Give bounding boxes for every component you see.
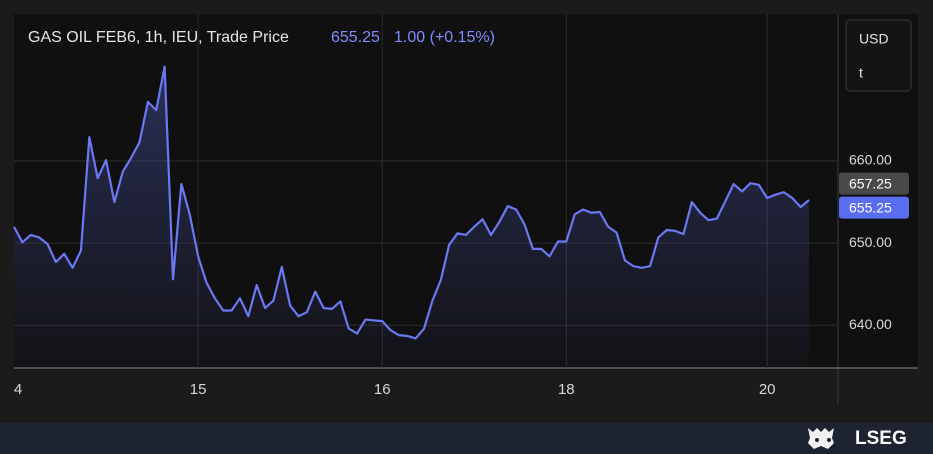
marks: 640.00 650.00 660.00 4 15 16 18 20 657.25 655.25 xyxy=(13,14,909,398)
y-tick-label: 650.00 xyxy=(849,234,892,250)
y-tick-label: 640.00 xyxy=(849,316,892,332)
price-change: 1.00 (+0.15%) xyxy=(394,29,495,46)
x-tick-label: 15 xyxy=(190,381,207,398)
y-tick-label: 660.00 xyxy=(849,152,892,168)
price-line xyxy=(13,65,810,340)
brand: LSEG xyxy=(855,428,907,449)
area xyxy=(14,66,809,368)
x-tick-label: 20 xyxy=(759,381,776,398)
currency: USD xyxy=(859,31,889,47)
currency-box[interactable] xyxy=(845,19,912,92)
last-price: 655.25 xyxy=(331,29,380,46)
price-marker xyxy=(839,196,909,219)
x-tick-label: 4 xyxy=(14,381,22,398)
unit: t xyxy=(859,65,863,81)
logo xyxy=(808,428,834,449)
price-marker-label: 655.25 xyxy=(849,199,892,215)
chart-title: GAS OIL FEB6, 1h, IEU, Trade Price xyxy=(28,29,289,46)
x-tick-label: 18 xyxy=(558,381,575,398)
x-tick-label: 16 xyxy=(374,381,391,398)
footer xyxy=(0,423,933,454)
price-marker-label: 657.25 xyxy=(849,175,892,191)
price-marker xyxy=(839,172,909,195)
